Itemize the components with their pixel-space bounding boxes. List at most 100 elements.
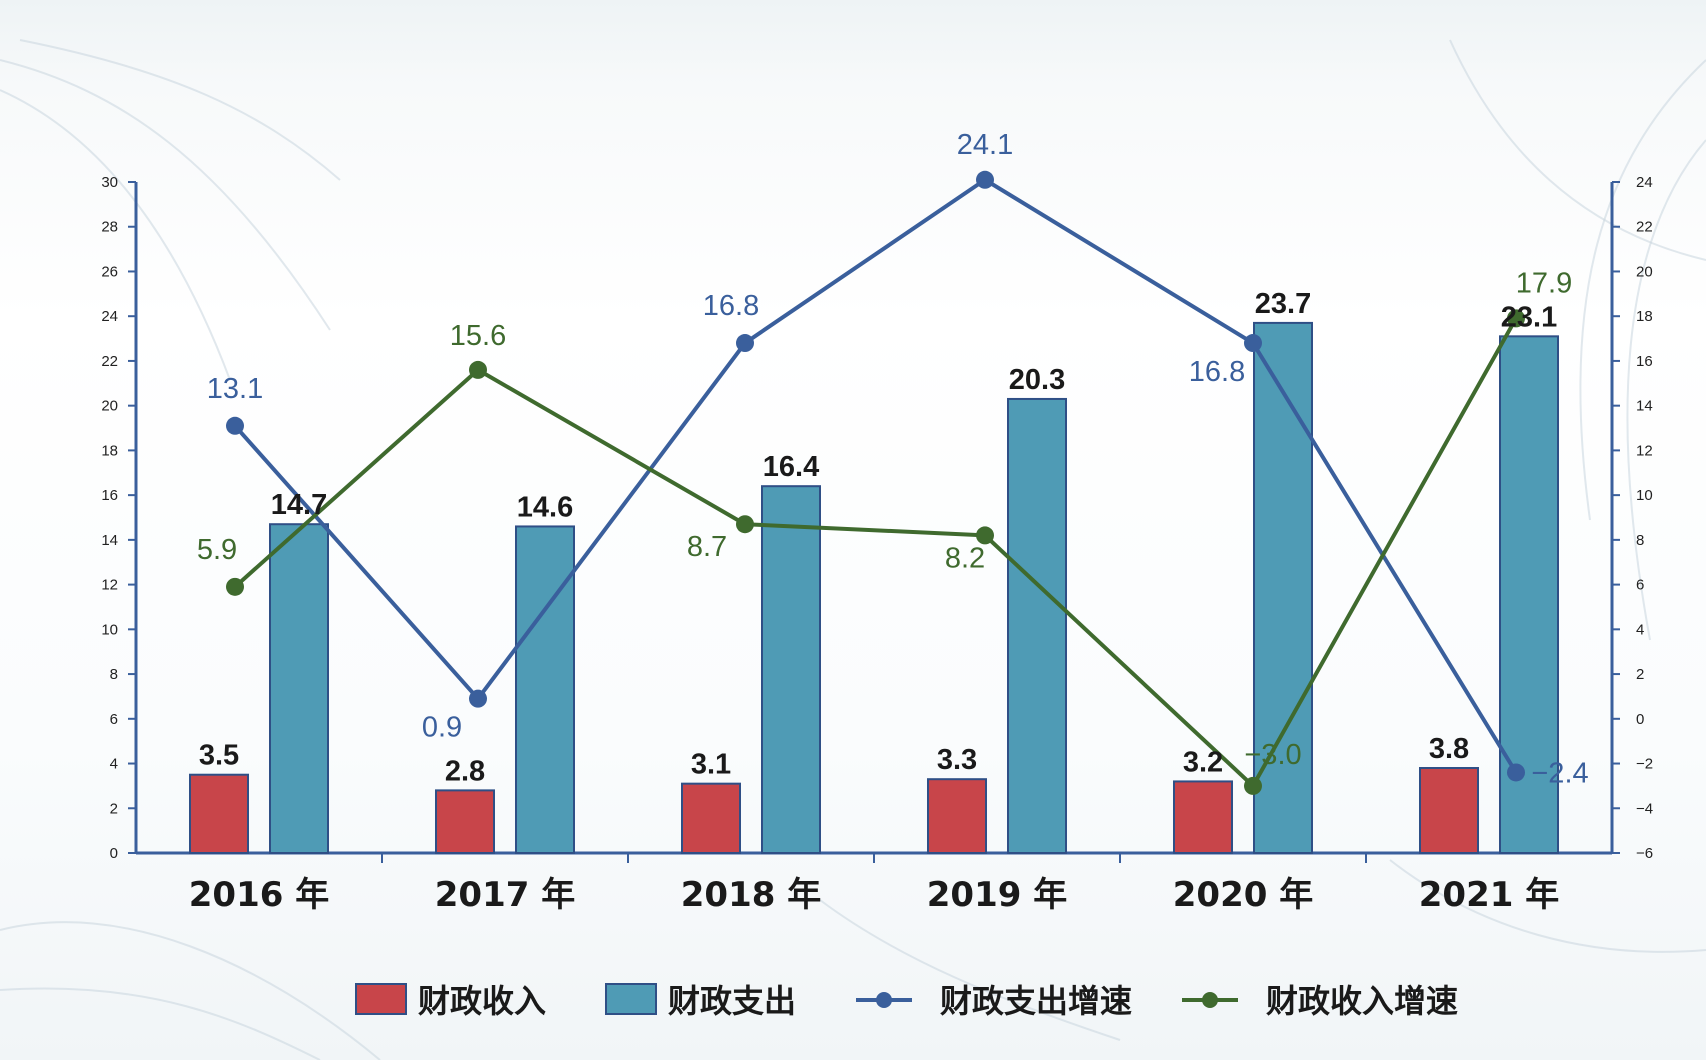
left-axis-tick-label: 0	[110, 845, 118, 862]
left-axis-tick-label: 28	[101, 219, 118, 236]
line-value-label: 0.9	[422, 712, 462, 744]
x-axis-category-label: 2021 年	[1419, 875, 1559, 915]
feather-curve	[1449, 39, 1706, 261]
bar-value-label: 3.1	[691, 749, 731, 781]
feather-curve	[0, 987, 321, 1060]
left-axis-tick-label: 30	[101, 174, 118, 191]
line-value-label: 17.9	[1516, 267, 1572, 299]
series-point	[1244, 334, 1262, 353]
line-value-label: 8.2	[945, 542, 985, 574]
left-axis-tick-label: 10	[101, 621, 118, 638]
feather-curve	[0, 921, 381, 1060]
bar-value-label: 23.7	[1255, 288, 1311, 320]
right-axis-tick-label: 6	[1636, 577, 1644, 594]
bar	[189, 773, 249, 855]
feather-curve	[0, 59, 331, 331]
legend-label: 财政支出增速	[940, 982, 1132, 1020]
x-axis-category-label: 2018 年	[681, 875, 821, 915]
bar	[927, 778, 987, 854]
left-axis-tick-label: 22	[101, 353, 118, 370]
bar-value-label: 23.1	[1501, 301, 1557, 333]
bar-value-label: 3.2	[1183, 746, 1223, 778]
right-axis-tick-label: −6	[1636, 845, 1653, 862]
right-axis-tick-label: 18	[1636, 308, 1653, 325]
bar-value-label: 16.4	[763, 451, 819, 483]
left-axis-tick-label: 12	[101, 577, 118, 594]
left-axis-tick-label: 20	[101, 398, 118, 415]
legend-label: 财政收入	[418, 982, 546, 1020]
right-axis-tick-label: 8	[1636, 532, 1644, 549]
series-point	[736, 515, 754, 534]
series-point	[976, 526, 994, 545]
x-axis-category-label: 2016 年	[189, 875, 329, 915]
bars	[189, 321, 1559, 855]
x-axis-category-label: 2017 年	[435, 875, 575, 915]
line-value-label: 8.7	[687, 531, 727, 563]
series-point	[1507, 309, 1525, 328]
right-axis-tick-label: 4	[1636, 621, 1644, 638]
line-value-label: −2.4	[1531, 757, 1588, 789]
series-line	[233, 317, 1518, 788]
line-value-label: −3.0	[1244, 739, 1301, 771]
series-point	[469, 689, 487, 708]
series-point	[1507, 763, 1525, 782]
right-axis-tick-label: 20	[1636, 263, 1653, 280]
series-point	[226, 416, 244, 435]
data-labels: 3.5 2.8 3.1 3.3 3.2 3.8 14.7 14.6 16.4 20.3 23.7 23…	[197, 129, 1589, 790]
right-axis-tick-label: 2	[1636, 666, 1644, 683]
line-value-label: 15.6	[450, 320, 506, 352]
bar	[1253, 321, 1313, 855]
bar	[681, 782, 741, 854]
left-axis-tick-label: 18	[101, 442, 118, 459]
right-axis-tick-label: 24	[1636, 174, 1653, 191]
line-value-label: 24.1	[957, 129, 1013, 161]
bar-value-label: 2.8	[445, 755, 485, 787]
bar-value-label: 3.8	[1429, 733, 1469, 765]
legend-swatch	[605, 983, 657, 1015]
series-point	[976, 170, 994, 189]
bar	[1007, 397, 1067, 854]
right-axis-tick-label: 10	[1636, 487, 1653, 504]
right-axis-tick-label: 0	[1636, 711, 1644, 728]
bar-value-label: 20.3	[1009, 364, 1065, 396]
bar	[269, 523, 329, 855]
left-axis-tick-label: 26	[101, 263, 118, 280]
series-point	[469, 360, 487, 379]
bar	[761, 485, 821, 854]
feather-curve	[1389, 859, 1706, 953]
line-value-label: 16.8	[1189, 356, 1245, 388]
feather-curve	[1626, 139, 1706, 641]
line-value-label: 5.9	[197, 534, 237, 566]
line-value-label: 13.1	[207, 373, 263, 405]
series-point	[226, 577, 244, 596]
left-axis-tick-label: 16	[101, 487, 118, 504]
right-axis-tick-label: 16	[1636, 353, 1653, 370]
left-axis-tick-label: 8	[110, 666, 118, 683]
legend-marker	[876, 992, 892, 1008]
series-line	[233, 177, 1518, 774]
feather-curve	[1579, 59, 1706, 521]
bar	[1419, 767, 1479, 854]
left-axis-tick-label: 14	[101, 532, 118, 549]
bar-value-label: 3.3	[937, 744, 977, 776]
feather-curve	[819, 899, 1121, 1041]
left-axis-tick-label: 24	[101, 308, 118, 325]
legend-swatch	[355, 983, 407, 1015]
axes: 024681012141618202224262830−6−4−20246810…	[101, 174, 1653, 915]
lines	[226, 170, 1525, 795]
bar	[1173, 780, 1233, 855]
right-axis-tick-label: 22	[1636, 219, 1653, 236]
left-axis-tick-label: 2	[110, 800, 118, 817]
right-axis-tick-label: −4	[1636, 800, 1653, 817]
right-axis-tick-label: 14	[1636, 398, 1653, 415]
legend: 财政收入 财政支出 财政支出增速 财政收入增速	[355, 982, 1458, 1020]
bar	[515, 525, 575, 854]
background-feather-decoration	[0, 39, 1706, 1060]
legend-marker	[1202, 992, 1218, 1008]
bar-value-label: 3.5	[199, 740, 239, 772]
right-axis-tick-label: −2	[1636, 756, 1653, 773]
bar-value-label: 14.7	[271, 489, 327, 521]
left-axis-tick-label: 6	[110, 711, 118, 728]
x-axis-category-label: 2019 年	[927, 875, 1067, 915]
